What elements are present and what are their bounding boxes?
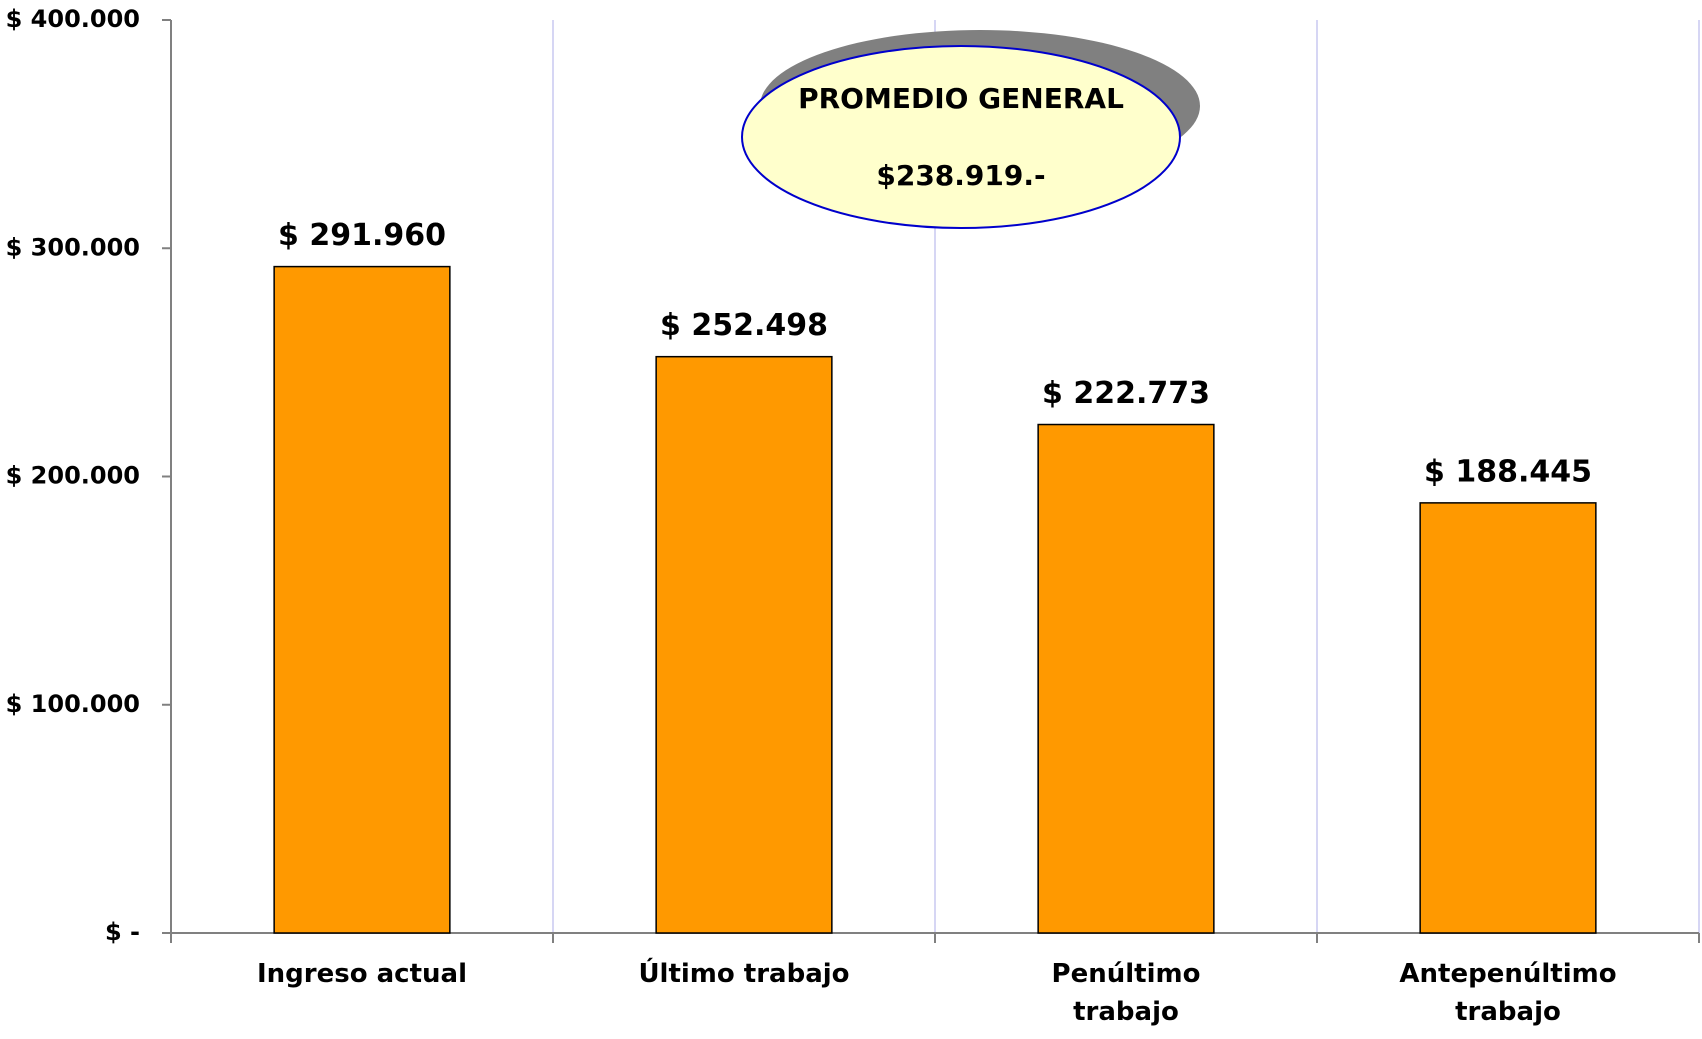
x-tick-label: Antepenúltimo trabajo <box>1399 959 1617 1027</box>
bar <box>273 265 451 934</box>
value-label: $ 291.960 <box>278 218 446 253</box>
value-label: $ 188.445 <box>1424 454 1592 489</box>
y-tick-label: $ - <box>105 918 140 946</box>
bar <box>655 355 833 934</box>
annotation-bubble <box>741 45 1181 229</box>
value-label: $ 222.773 <box>1042 376 1210 411</box>
x-tick-label: Ingreso actual <box>257 959 467 989</box>
value-label: $ 252.498 <box>660 308 828 343</box>
y-tick-label: $ 400.000 <box>6 5 140 33</box>
bar <box>1037 423 1215 934</box>
annotation-title: PROMEDIO GENERAL <box>798 82 1124 115</box>
y-tick-label: $ 300.000 <box>6 233 140 261</box>
y-tick-label: $ 200.000 <box>6 462 140 490</box>
x-tick-label: Último trabajo <box>638 959 850 989</box>
x-tick-label: Penúltimo trabajo <box>1051 959 1201 1027</box>
bar <box>1419 502 1597 934</box>
annotation-value: $238.919.- <box>876 159 1045 192</box>
y-tick-label: $ 100.000 <box>6 690 140 718</box>
